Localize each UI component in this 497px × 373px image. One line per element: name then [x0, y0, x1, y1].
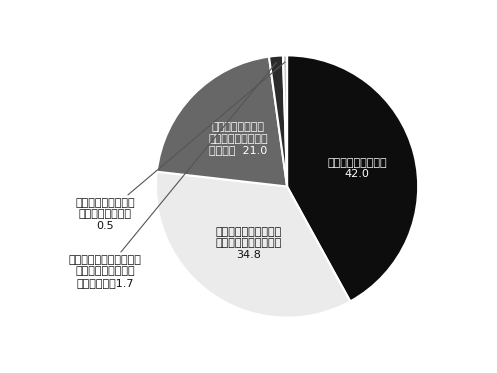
Wedge shape	[157, 57, 287, 186]
Text: 例年は集まっているが、
今年はオンラインに
変更する予定1.7: 例年は集まっているが、 今年はオンラインに 変更する予定1.7	[69, 62, 276, 288]
Text: 例年集まらないが、
今年は集まる予定
0.5: 例年集まらないが、 今年は集まる予定 0.5	[75, 62, 285, 231]
Wedge shape	[287, 55, 418, 301]
Wedge shape	[156, 172, 350, 318]
Text: 例年通り集まる予定
42.0: 例年通り集まる予定 42.0	[327, 158, 387, 179]
Wedge shape	[283, 55, 287, 186]
Wedge shape	[269, 56, 287, 186]
Text: 例年集まっておらず、
今年も集まらない予定
34.8: 例年集まっておらず、 今年も集まらない予定 34.8	[216, 226, 282, 260]
Text: 例年は集まってい
るが、今年は集まら
ない予定  21.0: 例年は集まってい るが、今年は集まら ない予定 21.0	[208, 122, 268, 156]
